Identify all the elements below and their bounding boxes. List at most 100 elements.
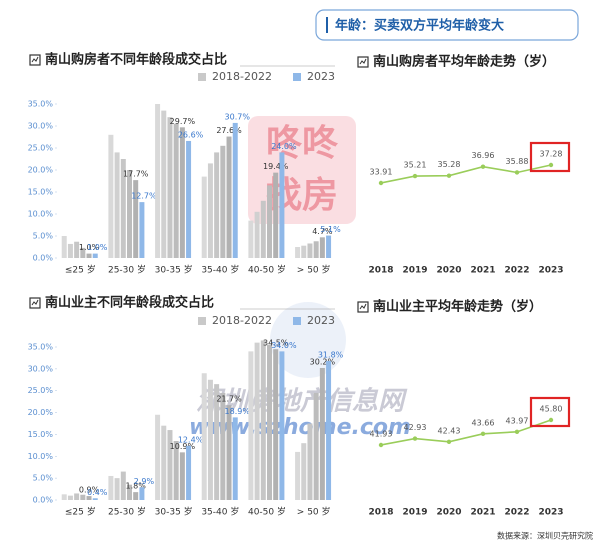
bar: [319, 237, 325, 258]
bar: [173, 440, 179, 500]
title-icon: [357, 301, 369, 313]
x-tick-label: 25-30 岁: [108, 264, 146, 276]
x-tick-label: 40-50 岁: [248, 264, 286, 276]
bar: [61, 236, 67, 258]
bar: [120, 159, 126, 258]
x-tick-label: > 50 岁: [297, 264, 331, 276]
bar: [201, 373, 207, 500]
bar: [139, 487, 145, 500]
data-label: 43.97: [506, 416, 529, 425]
bar: [92, 253, 98, 258]
data-label: 29.7%: [170, 117, 196, 126]
bar: [301, 443, 307, 500]
point: [548, 162, 554, 168]
title-icon: [359, 58, 367, 65]
title-icon: [31, 299, 39, 306]
bar: [86, 496, 92, 500]
data-label: 19.4%: [263, 162, 289, 171]
bar: [179, 452, 185, 500]
x-tick-label: 30-35 岁: [155, 506, 193, 518]
bar: [114, 152, 120, 258]
y-tick-label: 10.0%: [28, 210, 54, 219]
y-tick-label: 10.0%: [28, 452, 54, 461]
bar: [155, 104, 161, 258]
legend-label: 2018-2022: [212, 314, 272, 327]
header-label: 年龄：买卖双方平均年龄变大: [335, 18, 504, 34]
chart-title: 南山购房者不同年龄段成交占比: [45, 52, 227, 68]
x-tick-label: 2022: [504, 508, 529, 518]
bar: [167, 117, 173, 258]
data-label: 18.9%: [225, 407, 251, 416]
bar: [260, 200, 266, 258]
bar: [248, 220, 254, 258]
data-label: 12.7%: [131, 192, 157, 201]
x-tick-label: 40-50 岁: [248, 506, 286, 518]
x-tick-label: 2021: [470, 266, 495, 276]
bar: [67, 495, 73, 500]
bar: [207, 163, 213, 258]
chart-title: 南山购房者平均年龄走势（岁）: [373, 54, 555, 70]
bar: [279, 351, 285, 500]
chart-title: 南山业主平均年龄走势（岁）: [373, 299, 542, 315]
bar: [214, 152, 220, 258]
point: [514, 429, 520, 435]
legend-label: 2023: [307, 314, 335, 327]
legend-label: 2023: [307, 70, 335, 83]
y-tick-label: 15.0%: [28, 430, 54, 439]
point: [446, 439, 452, 444]
x-tick-label: 2019: [402, 508, 427, 518]
bar: [260, 340, 266, 500]
bar: [161, 425, 167, 500]
y-tick-label: 35.0%: [28, 100, 54, 109]
legend-swatch: [198, 317, 206, 325]
data-label: 34.5%: [263, 339, 289, 348]
x-tick-label: 2018: [368, 266, 393, 276]
title-icon: [31, 56, 39, 63]
bar: [307, 243, 313, 258]
data-label: 2.9%: [134, 477, 155, 486]
bar: [179, 127, 185, 258]
y-tick-label: 15.0%: [28, 188, 54, 197]
data-label: 12.4%: [178, 435, 204, 444]
bar: [133, 180, 139, 258]
data-label: 42.43: [438, 426, 461, 435]
data-label: 27.6%: [216, 126, 242, 135]
point: [412, 173, 418, 179]
bar: [133, 492, 139, 500]
x-tick-label: 2020: [436, 508, 461, 518]
bar: [86, 253, 92, 258]
data-label: 24.0%: [271, 142, 297, 151]
bar: [220, 392, 226, 500]
point: [548, 417, 554, 423]
x-tick-label: 35-40 岁: [201, 506, 239, 518]
x-tick-label: 2022: [504, 266, 529, 276]
x-tick-label: 2020: [436, 266, 461, 276]
bar: [273, 172, 279, 258]
bar: [226, 136, 232, 258]
data-label: 35.28: [438, 160, 461, 169]
data-label: 34.0%: [271, 341, 297, 350]
data-label: 30.2%: [310, 357, 336, 366]
bar: [295, 451, 301, 500]
source: 数据来源：深圳贝壳研究院: [497, 531, 593, 541]
bar: [80, 494, 86, 500]
data-label: 26.6%: [178, 130, 204, 139]
y-tick-label: 20.0%: [28, 408, 54, 417]
point: [412, 436, 418, 441]
bar: [67, 243, 73, 258]
bar: [313, 392, 319, 500]
bar: [139, 202, 145, 258]
bar: [127, 170, 132, 258]
bar: [214, 384, 220, 500]
y-tick-label: 5.0%: [33, 232, 54, 241]
legend-swatch: [198, 73, 206, 81]
data-label: 35.21: [404, 161, 427, 170]
x-tick-label: 2021: [470, 508, 495, 518]
data-label: 5.1%: [320, 225, 341, 234]
bar: [74, 493, 80, 500]
x-tick-label: 2023: [538, 266, 563, 276]
bar: [80, 247, 86, 258]
x-tick-label: 2019: [402, 266, 427, 276]
